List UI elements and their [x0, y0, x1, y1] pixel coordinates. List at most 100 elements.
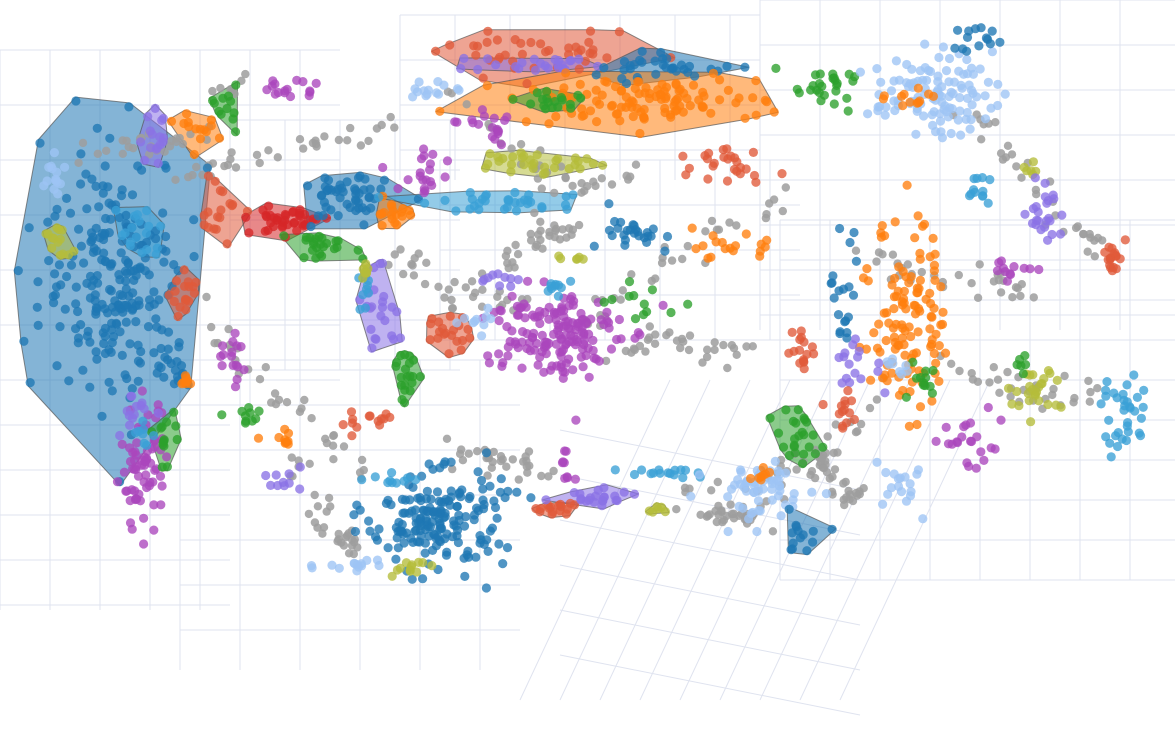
scatter-point-purple [658, 300, 668, 310]
scatter-point-purple [518, 327, 528, 337]
scatter-point-tomato [818, 399, 828, 410]
scatter-point-purple [517, 337, 527, 347]
scatter-point-blue [964, 26, 974, 36]
scatter-point-violet [873, 366, 883, 376]
scatter-point-lightblue [929, 107, 939, 117]
scatter-point-purple [971, 463, 981, 473]
scatter-point-gray [989, 363, 998, 372]
scatter-point-violet [491, 60, 501, 70]
scatter-point-gray [537, 184, 546, 193]
scatter-point-olive [578, 254, 588, 264]
scatter-point-gray [917, 267, 926, 277]
scatter-point-olive [573, 156, 583, 166]
scatter-point-purple [157, 481, 167, 491]
scatter-point-orange [597, 90, 607, 100]
scatter-point-blue [439, 459, 449, 469]
scatter-point-orange [195, 124, 205, 134]
scatter-point-purple [137, 455, 147, 465]
scatter-point-blue [19, 336, 29, 346]
scatter-point-green [804, 442, 814, 452]
scatter-point-blue [74, 224, 84, 234]
scatter-point-green [230, 127, 241, 137]
scatter-point-gray [210, 339, 219, 348]
scatter-point-orange [607, 100, 618, 110]
scatter-point-purple [560, 446, 570, 456]
scatter-point-purple [217, 361, 227, 371]
scatter-point-skyblue [465, 188, 475, 198]
scatter-point-violet [1030, 173, 1040, 183]
scatter-point-purple [964, 461, 974, 471]
scatter-point-violet [611, 495, 621, 505]
scatter-point-orange [913, 327, 923, 337]
scatter-point-orange [387, 202, 397, 212]
scatter-point-lightblue [962, 93, 973, 103]
scatter-point-gray [1083, 247, 1092, 256]
scatter-point-lightblue [738, 503, 748, 513]
scatter-point-blue [372, 535, 382, 545]
scatter-point-blue [107, 338, 117, 348]
scatter-point-purple [125, 496, 135, 506]
scatter-point-tomato [456, 345, 466, 355]
scatter-point-blue [365, 526, 375, 536]
scatter-point-olive [49, 233, 59, 243]
scatter-point-gray [618, 286, 627, 295]
scatter-point-lightblue [942, 107, 952, 117]
scatter-point-skyblue [1134, 428, 1144, 438]
scatter-point-orange [898, 101, 908, 111]
scatter-point-purple [979, 455, 989, 465]
scatter-point-gray [973, 293, 983, 302]
scatter-point-gray [823, 432, 832, 441]
scatter-point-green [508, 94, 518, 104]
scatter-point-gray [551, 226, 560, 235]
scatter-point-gray [526, 229, 535, 239]
scatter-point-green [314, 231, 324, 241]
scatter-point-olive [582, 154, 592, 164]
scatter-point-blue [400, 495, 411, 505]
scatter-point-violet [367, 343, 377, 353]
scatter-point-tomato [471, 50, 481, 60]
scatter-point-gray [313, 502, 323, 511]
scatter-point-tomato [191, 277, 201, 287]
scatter-point-tomato [564, 43, 574, 53]
scatter-point-skyblue [566, 276, 576, 286]
scatter-point-lightblue [477, 331, 487, 341]
scatter-point-blue [453, 537, 463, 548]
scatter-point-blue [202, 163, 212, 173]
scatter-point-purple [941, 422, 951, 432]
scatter-point-gray [1017, 173, 1026, 182]
scatter-point-gray [420, 279, 430, 289]
scatter-point-blue [420, 548, 430, 558]
scatter-point-skyblue [648, 468, 659, 478]
scatter-point-purple [440, 172, 450, 182]
scatter-point-purple [573, 337, 583, 347]
scatter-point-orange [482, 81, 492, 91]
scatter-point-green [299, 253, 309, 263]
scatter-point-skyblue [137, 248, 147, 258]
scatter-point-skyblue [399, 476, 409, 486]
scatter-point-blue [24, 223, 34, 233]
scatter-point-blue [62, 271, 72, 282]
scatter-point-purple [280, 86, 290, 96]
scatter-point-purple [550, 309, 560, 319]
scatter-point-violet [495, 281, 505, 291]
scatter-point-gray [513, 250, 523, 259]
scatter-point-lightblue [967, 100, 977, 110]
scatter-point-tomato [379, 414, 389, 424]
scatter-point-lightblue [902, 59, 912, 70]
scatter-point-blue [431, 533, 441, 543]
scatter-point-orange [915, 275, 926, 285]
scatter-point-purple [304, 91, 314, 101]
scatter-point-purple [507, 326, 517, 336]
scatter-point-olive [572, 254, 582, 264]
scatter-point-skyblue [969, 185, 979, 195]
scatter-point-blue [463, 546, 473, 556]
scatter-point-blue [73, 306, 83, 317]
grid-line-skew [759, 379, 911, 701]
scatter-point-blue [71, 324, 81, 334]
scatter-point-blue [676, 60, 687, 70]
scatter-point-purple [230, 382, 241, 392]
scatter-point-lightblue [948, 89, 958, 99]
scatter-point-gray [1003, 141, 1013, 150]
scatter-point-purple [415, 168, 425, 178]
scatter-point-violet [140, 155, 150, 165]
